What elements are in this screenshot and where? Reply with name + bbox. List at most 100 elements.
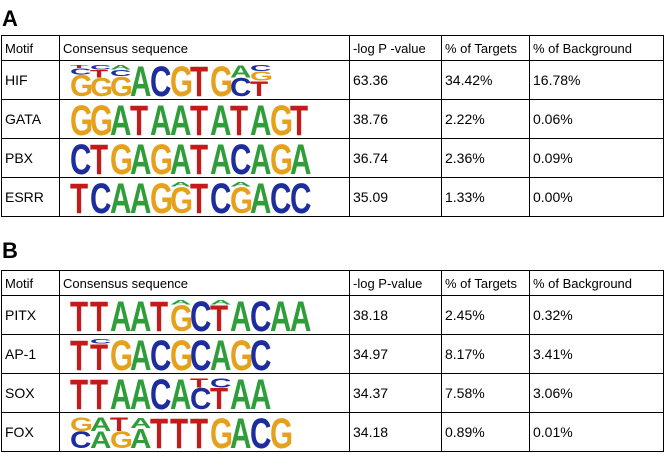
logo-letter-a: A [210,100,231,138]
logo-letter-a: A [210,335,231,373]
logo-letter-g: G [110,335,133,373]
logo-letter-t: T [190,61,208,99]
logo-letter-a: A [90,427,111,451]
panel-label-a: A [2,6,18,31]
targets-cell: 2.45% [441,295,530,335]
logo-letter-g: G [110,72,133,99]
logo-letter-c: C [90,338,111,345]
targets-cell: 2.22% [441,99,530,139]
logo-letter-a: A [130,335,151,373]
logo-letter-a: A [230,374,251,412]
logo-letter-g: G [170,61,193,99]
logo-letter-c: C [150,61,171,99]
logo-letter-g: G [170,335,193,373]
logo-letter-c: C [210,375,231,390]
logo-letter-t: T [110,414,129,436]
logo-letter-g: G [150,139,173,177]
logo-letter-a: A [130,424,152,451]
motif-name: HIF [1,60,60,100]
background-cell: 16.78% [529,60,664,100]
logo-letter-a: A [130,61,151,99]
background-cell: 0.06% [529,99,664,139]
logo-letter-a: A [250,178,271,216]
logo-letter-c: C [150,374,171,412]
logo-letter-t: T [90,139,108,177]
background-cell: 0.32% [529,295,664,335]
logo-letter-c: C [190,296,211,334]
logo-letter-t: T [190,100,208,138]
pvalue-cell: 34.37 [349,373,442,413]
background-cell: 0.00% [529,177,664,217]
logo-letter-a: A [230,296,251,334]
logo-letter-t: T [230,100,248,138]
logo-letter-a: A [250,100,271,138]
pvalue-cell: 34.18 [349,412,442,452]
pvalue-cell: 34.97 [349,334,442,374]
logo-letter-a: A [110,296,131,334]
logo-letter-g: G [210,413,233,451]
header-motif: Motif [1,35,60,61]
header-consensus: Consensus sequence [59,35,350,61]
logo-letter-a: A [170,299,191,306]
logo-letter-a: A [230,181,251,188]
logo-letter-g: G [230,181,253,216]
logo-letter-c: C [150,335,171,373]
logo-letter-g: G [170,181,193,216]
logo-letter-a: A [130,374,151,412]
logo-letter-g: G [250,69,273,84]
logo-letter-a: A [290,139,311,177]
logo-letter-c: C [250,335,271,373]
header-motif: Motif [1,270,60,296]
header-consensus: Consensus sequence [59,270,350,296]
logo-letter-a: A [170,139,191,177]
logo-letter-a: A [130,178,151,216]
logo-letter-c: C [230,73,251,99]
logo-letter-t: T [150,413,168,451]
background-cell: 3.41% [529,334,664,374]
panel-label-b: B [2,238,18,263]
motif-name: AP-1 [1,334,60,374]
logo-letter-a: A [230,62,251,81]
logo-letter-a: A [170,374,191,412]
logo-letter-a: A [170,100,191,138]
logo-letter-c: C [230,139,251,177]
motif-table-a: Motif Consensus sequence -log P -value %… [1,35,664,217]
logo-letter-a: A [130,139,151,177]
logo-letter-t: T [190,178,208,216]
targets-cell: 7.58% [441,373,530,413]
logo-letter-g: G [70,100,93,138]
logo-letter-a: A [250,139,271,177]
logo-letter-t: T [90,296,108,334]
logo-letter-c: C [190,335,211,373]
logo-letter-c: C [290,178,311,216]
logo-letter-c: C [90,178,111,216]
logo-letter-t: T [70,374,88,412]
logo-letter-t: T [250,78,268,99]
logo-letter-t: T [90,374,108,412]
logo-letter-t: T [130,100,148,138]
logo-letter-c: C [250,63,272,73]
logo-letter-g: G [90,100,113,138]
logo-letter-g: G [270,139,293,177]
logo-letter-t: T [190,413,208,451]
logo-letter-g: G [270,100,293,138]
logo-letter-g: G [110,427,133,451]
logo-letter-c: C [250,413,271,451]
targets-cell: 1.33% [441,177,530,217]
table-header-row: Motif Consensus sequence -log P -value %… [1,35,664,61]
background-cell: 0.09% [529,138,664,178]
logo-letter-g: G [270,413,293,451]
logo-letter-c: C [70,139,91,177]
